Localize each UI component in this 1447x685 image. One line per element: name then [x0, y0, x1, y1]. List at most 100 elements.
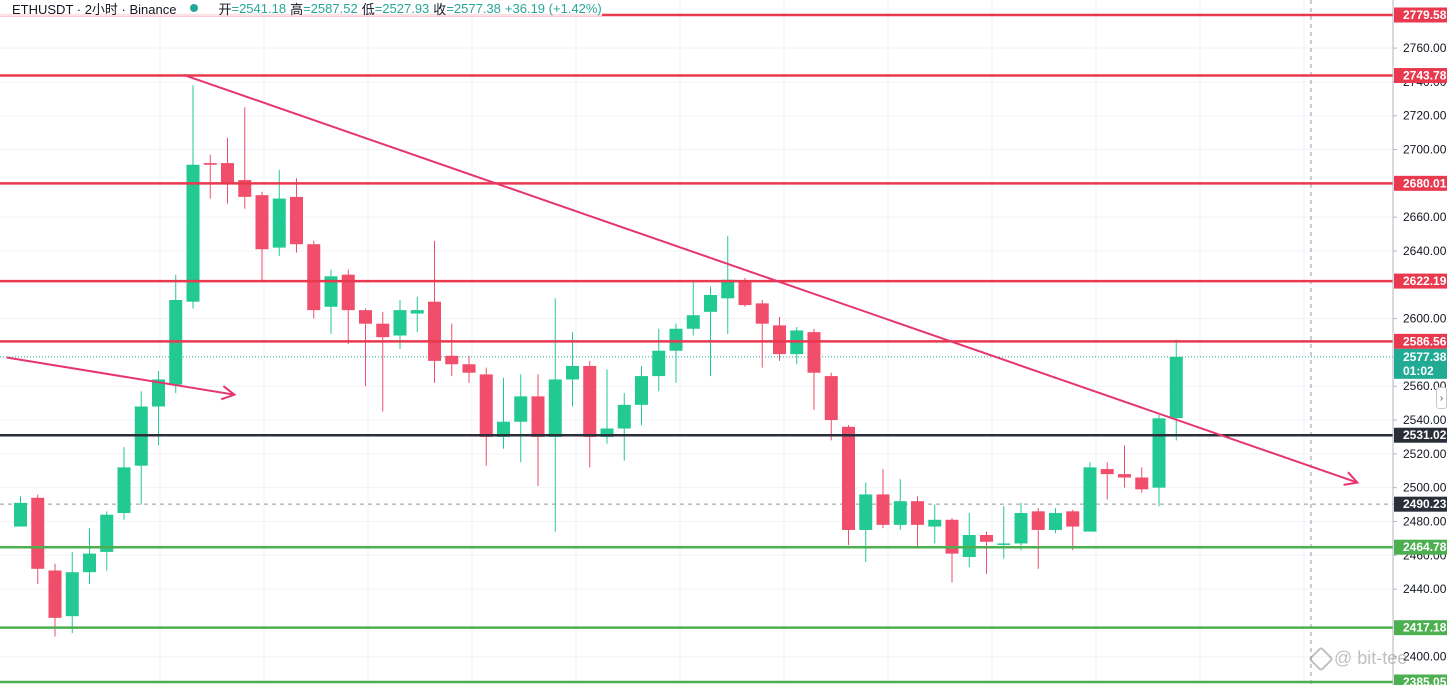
candle-up[interactable] — [272, 198, 286, 248]
candle-down[interactable] — [1135, 477, 1149, 490]
candle-down[interactable] — [307, 244, 321, 311]
level-price-label: 2743.78 — [1403, 69, 1447, 83]
candle-down[interactable] — [1066, 511, 1080, 527]
candle-up[interactable] — [117, 467, 131, 514]
candle-up[interactable] — [393, 310, 407, 336]
level-price-tag — [1394, 620, 1447, 636]
candle-down[interactable] — [824, 376, 838, 421]
candle-up[interactable] — [893, 501, 907, 525]
candle-down[interactable] — [31, 497, 45, 569]
high-label: 高 — [290, 1, 304, 17]
candle-down[interactable] — [479, 374, 493, 437]
candle-up[interactable] — [997, 543, 1011, 545]
candle-down[interactable] — [773, 325, 786, 355]
candle-up[interactable] — [721, 279, 735, 299]
candle-up[interactable] — [410, 310, 424, 314]
candle-down[interactable] — [583, 365, 597, 437]
candle-up[interactable] — [617, 404, 631, 429]
candle-down[interactable] — [221, 163, 234, 184]
level-price-label: 2531.02 — [1403, 428, 1447, 442]
price-tick-label: 2440.00 — [1403, 582, 1447, 596]
candle-down[interactable] — [755, 303, 769, 324]
candle-down[interactable] — [738, 281, 752, 306]
candle-up[interactable] — [14, 502, 27, 527]
last-price-tag — [1394, 348, 1447, 379]
candle-down[interactable] — [48, 570, 62, 618]
scroll-right-button[interactable]: › — [1436, 387, 1447, 409]
candle-up[interactable] — [1169, 356, 1183, 419]
level-price-tag — [1394, 427, 1447, 443]
candle-up[interactable] — [928, 519, 942, 527]
candle-down[interactable] — [255, 195, 269, 250]
level-price-label: 2385.05 — [1403, 675, 1447, 685]
price-tick-label: 2760.00 — [1403, 41, 1447, 55]
candle-down[interactable] — [1118, 474, 1131, 478]
candle-up[interactable] — [1152, 418, 1166, 488]
candle-up[interactable] — [635, 376, 648, 405]
price-tick-label: 2640.00 — [1403, 244, 1447, 258]
price-tick-label: 2500.00 — [1403, 481, 1447, 495]
candle-up[interactable] — [859, 494, 873, 530]
candle-up[interactable] — [514, 396, 528, 422]
candle-up[interactable] — [548, 379, 562, 437]
candle-up[interactable] — [100, 514, 114, 552]
candle-down[interactable] — [807, 332, 821, 373]
trendline-arrowhead-icon — [220, 385, 237, 401]
candle-up[interactable] — [1014, 513, 1028, 544]
level-price-tag — [1394, 175, 1447, 191]
candle-down[interactable] — [376, 323, 390, 338]
candle-down[interactable] — [1031, 511, 1045, 530]
candle-up[interactable] — [497, 421, 510, 437]
candle-down[interactable] — [359, 310, 372, 324]
high-value: =2587.52 — [303, 0, 358, 16]
symbol-title[interactable]: ETHUSDT · 2小时 · Binance — [12, 1, 177, 17]
trendline-2[interactable] — [6, 356, 235, 396]
level-price-tag — [1394, 333, 1447, 349]
last-price-label: 2577.38 — [1403, 350, 1447, 364]
candle-up[interactable] — [65, 572, 79, 617]
candle-up[interactable] — [652, 350, 666, 377]
candle-down[interactable] — [203, 163, 217, 165]
candle-up[interactable] — [324, 276, 338, 307]
open-value: =2541.18 — [231, 0, 287, 16]
candle-down[interactable] — [462, 364, 476, 373]
level-price-tag — [1394, 674, 1447, 685]
price-tick-label: 2480.00 — [1403, 514, 1447, 528]
open-label: 开 — [218, 1, 232, 17]
candle-down[interactable] — [445, 355, 459, 365]
candle-down[interactable] — [428, 301, 441, 361]
level-price-label: 2622.19 — [1403, 274, 1447, 288]
candle-up[interactable] — [83, 553, 96, 573]
candle-down[interactable] — [341, 274, 355, 311]
candle-down[interactable] — [980, 535, 993, 542]
price-tick-label: 2720.00 — [1403, 109, 1447, 123]
candle-down[interactable] — [911, 501, 924, 525]
candle-up[interactable] — [566, 365, 579, 380]
candle-down[interactable] — [945, 519, 959, 554]
candle-up[interactable] — [704, 294, 717, 312]
candle-down[interactable] — [842, 426, 855, 530]
level-price-tag — [1394, 539, 1447, 555]
trendline-1[interactable] — [184, 74, 1358, 484]
low-value: =2527.93 — [374, 0, 430, 16]
candle-up[interactable] — [600, 428, 614, 437]
price-tick-label: 2700.00 — [1403, 143, 1447, 157]
crosshair-price-label: 2490.23 — [1403, 497, 1447, 511]
candle-up[interactable] — [152, 379, 165, 407]
level-price-label: 2680.01 — [1403, 176, 1447, 190]
candle-up[interactable] — [186, 164, 200, 302]
candle-down[interactable] — [1100, 469, 1114, 475]
candle-up[interactable] — [669, 328, 683, 351]
watermark: @ bit-tee — [1308, 645, 1408, 672]
candle-down[interactable] — [876, 494, 890, 525]
candle-up[interactable] — [686, 315, 700, 329]
change-value: +36.19 (+1.42%) — [504, 0, 602, 16]
candle-down[interactable] — [531, 396, 545, 437]
candle-up[interactable] — [1083, 467, 1097, 532]
watermark-text: @ bit-tee — [1334, 648, 1408, 668]
level-price-tag — [1394, 273, 1447, 289]
candle-down[interactable] — [290, 196, 303, 245]
candle-up[interactable] — [1049, 513, 1062, 530]
